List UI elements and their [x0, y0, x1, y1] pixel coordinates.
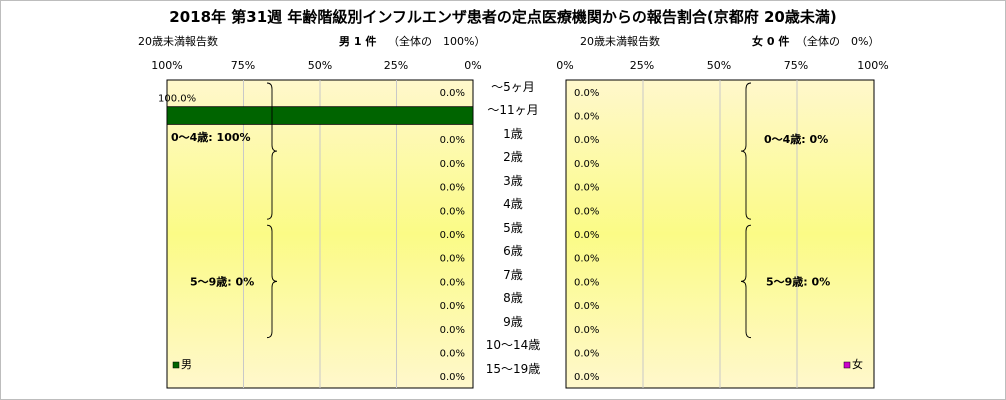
female-count: 女 0 件	[752, 35, 790, 48]
male-age-group-brace	[266, 224, 278, 339]
male-bar	[166, 106, 474, 125]
male-bar-value-label: 0.0%	[440, 230, 465, 241]
age-category-label: 2歳	[503, 150, 523, 164]
female-bar-value-label: 0.0%	[574, 277, 599, 288]
age-category-label: ～11ヶ月	[487, 103, 539, 117]
female-bar-value-label: 0.0%	[574, 254, 599, 265]
male-legend-swatch	[172, 361, 180, 369]
male-bar-value-label: 0.0%	[440, 277, 465, 288]
male-bar-value-label: 0.0%	[440, 206, 465, 217]
male-total-share: （全体の 100%）	[388, 35, 486, 48]
female-x-tick: 100%	[857, 59, 889, 72]
age-category-label: 6歳	[503, 244, 523, 258]
female-x-tick: 0%	[556, 59, 574, 72]
female-bar-value-label: 0.0%	[574, 88, 599, 99]
female-age-group-label: 0～4歳: 0%	[764, 132, 828, 146]
male-x-tick: 50%	[307, 59, 333, 72]
female-bar-value-label: 0.0%	[574, 230, 599, 241]
female-bar-value-label: 0.0%	[574, 206, 599, 217]
male-bar-value-label: 0.0%	[440, 372, 465, 383]
male-bar-value-label: 0.0%	[440, 254, 465, 265]
age-category-label: 15～19歳	[485, 362, 541, 376]
female-x-tick: 25%	[629, 59, 655, 72]
chart-title: 2018年 第31週 年齢階級別インフルエンザ患者の定点医療機関からの報告割合(…	[169, 8, 837, 26]
age-category-label: 7歳	[503, 268, 523, 282]
female-bar-value-label: 0.0%	[574, 159, 599, 170]
age-category-label: 1歳	[503, 127, 523, 141]
female-age-group-brace	[740, 224, 752, 339]
female-bar-value-label: 0.0%	[574, 112, 599, 123]
male-bar-value-label: 100.0%	[158, 94, 196, 105]
male-age-group-label: 0～4歳: 100%	[171, 130, 251, 144]
female-age-group-brace	[740, 82, 752, 220]
male-x-tick: 75%	[230, 59, 256, 72]
age-category-label: ～5ヶ月	[491, 80, 535, 94]
left-report-count-caption: 20歳未満報告数	[138, 35, 218, 48]
female-legend-label: 女	[852, 357, 863, 371]
male-x-tick: 0%	[464, 59, 482, 72]
male-x-tick: 100%	[151, 59, 183, 72]
female-bar-value-label: 0.0%	[574, 372, 599, 383]
female-bar-value-label: 0.0%	[574, 348, 599, 359]
right-report-count-caption: 20歳未満報告数	[580, 35, 660, 48]
male-bar-value-label: 0.0%	[440, 88, 465, 99]
male-bar-value-label: 0.0%	[440, 135, 465, 146]
male-bar-value-label: 0.0%	[440, 183, 465, 194]
male-legend-label: 男	[181, 358, 192, 371]
age-category-label: 8歳	[503, 291, 523, 305]
female-age-group-label: 5～9歳: 0%	[766, 274, 830, 288]
female-total-share: （全体の 0%）	[796, 35, 880, 48]
age-category-label: 3歳	[503, 174, 523, 188]
male-age-group-brace	[266, 82, 278, 220]
female-bar-value-label: 0.0%	[574, 301, 599, 312]
female-bar-value-label: 0.0%	[574, 183, 599, 194]
male-x-tick: 25%	[383, 59, 409, 72]
age-category-label: 10～14歳	[485, 338, 541, 352]
male-panel: 0.0% 100.0% 0.0% 0.0% 0.0% 0.0% 0.0% 0.0% 0.0% 0.…	[158, 79, 474, 389]
male-bar-value-label: 0.0%	[440, 348, 465, 359]
female-bar-value-label: 0.0%	[574, 135, 599, 146]
age-category-label: 4歳	[503, 197, 523, 211]
age-category-label: 9歳	[503, 315, 523, 329]
male-bar-value-label: 0.0%	[440, 159, 465, 170]
male-age-group-label: 5～9歳: 0%	[190, 274, 254, 288]
female-legend-swatch	[843, 361, 851, 369]
age-category-label: 5歳	[503, 221, 523, 235]
female-bar-value-label: 0.0%	[574, 325, 599, 336]
male-bar-value-label: 0.0%	[440, 325, 465, 336]
female-x-tick: 75%	[783, 59, 809, 72]
male-count: 男 1 件	[339, 35, 377, 48]
female-panel: 0.0% 0.0% 0.0% 0.0% 0.0% 0.0% 0.0% 0.0% 0.0% 0.0%…	[565, 79, 875, 389]
female-x-tick: 50%	[706, 59, 732, 72]
male-bar-value-label: 0.0%	[440, 301, 465, 312]
